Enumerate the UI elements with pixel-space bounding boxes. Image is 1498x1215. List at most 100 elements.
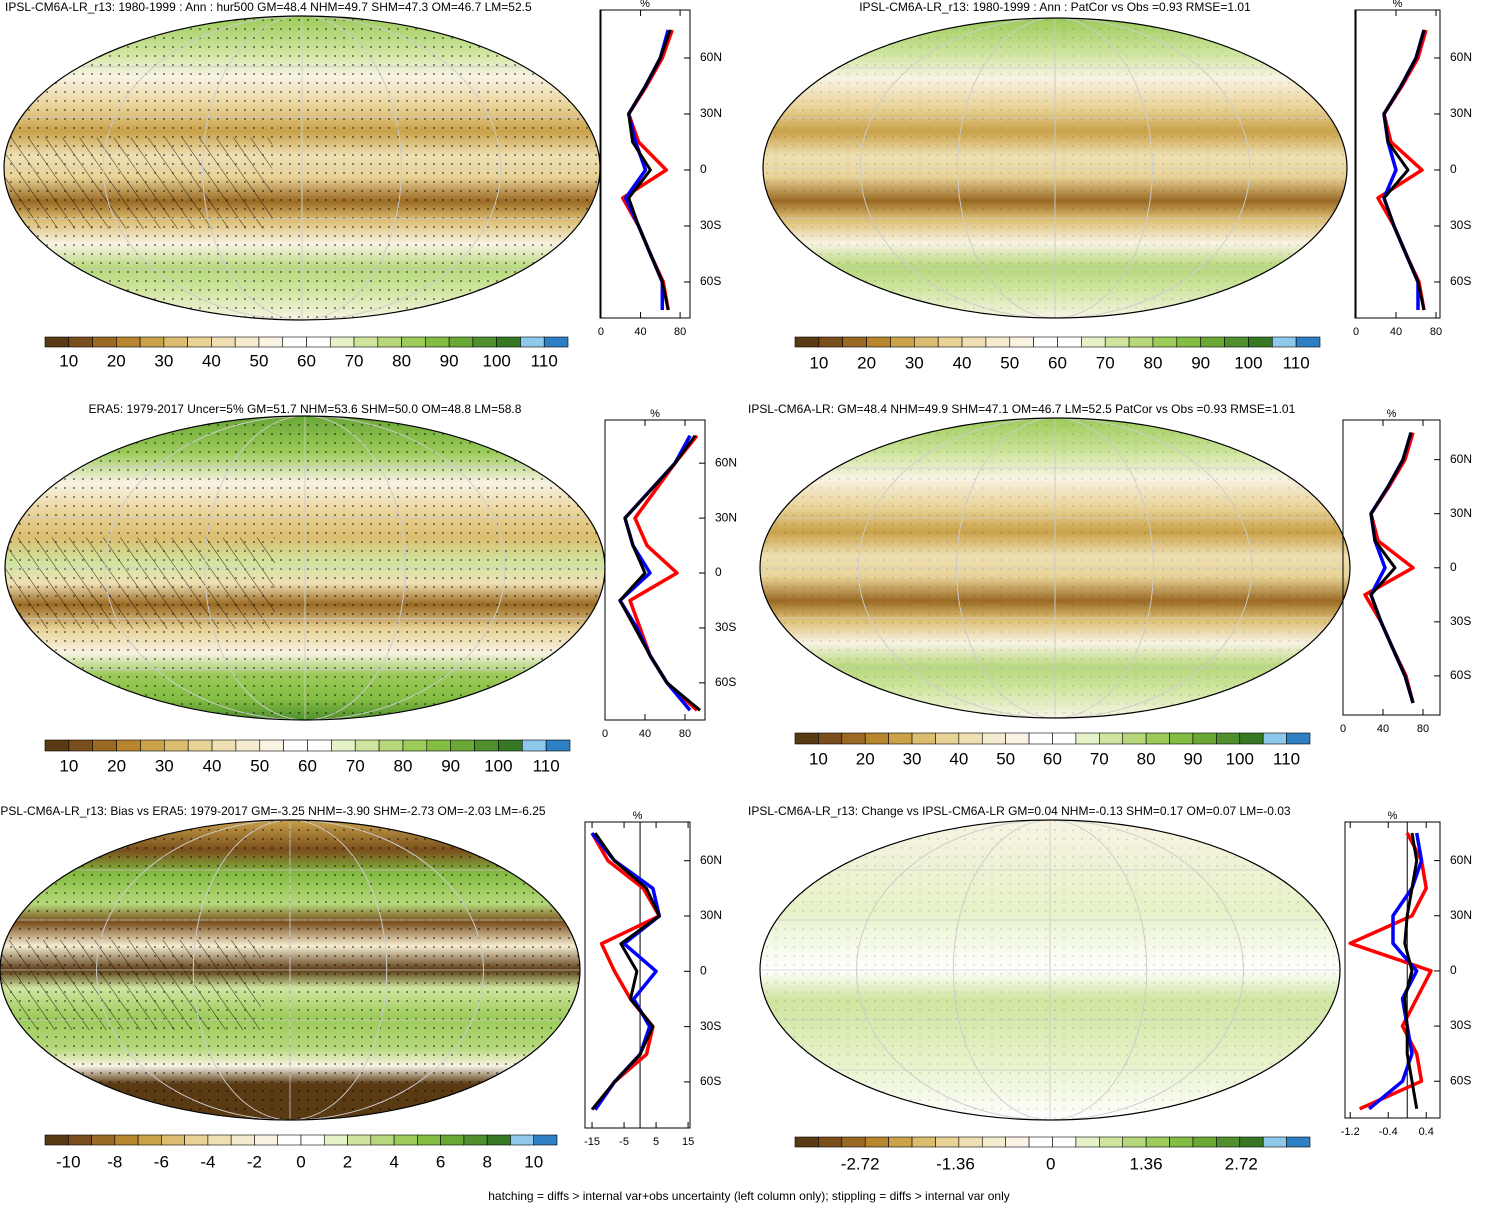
profile-line: [1371, 433, 1413, 703]
colorbar-swatch: [865, 1137, 888, 1147]
colorbar-label: 50: [996, 749, 1015, 768]
colorbar-swatch: [912, 1137, 935, 1147]
colorbar-swatch: [520, 337, 544, 347]
colorbar-label: 4: [389, 1152, 398, 1171]
panel-title: ERA5: 1979-2017 Uncer=5% GM=51.7 NHM=53.…: [89, 402, 522, 416]
colorbar-swatch: [427, 740, 451, 751]
colorbar-swatch: [68, 1135, 91, 1145]
colorbar-swatch: [534, 1135, 557, 1145]
colorbar-label: 10: [524, 1152, 543, 1171]
x-tick-label: 0.4: [1419, 1126, 1434, 1138]
y-tick-label: 60S: [1450, 668, 1471, 682]
colorbar-swatch: [331, 740, 355, 751]
y-tick-label: 60N: [1450, 853, 1472, 867]
colorbar-swatch: [283, 337, 307, 347]
colorbar-swatch: [938, 337, 962, 347]
colorbar-label: 110: [533, 756, 560, 775]
colorbar-swatch: [546, 740, 570, 751]
colorbar-label: 0: [296, 1152, 305, 1171]
x-tick-label: 40: [1390, 326, 1402, 338]
panel-title: IPSL-CM6A-LR: GM=48.4 NHM=49.9 SHM=47.1 …: [748, 402, 1296, 416]
colorbar-label: 10: [59, 351, 78, 370]
colorbar-label: -8: [107, 1152, 122, 1171]
profile-line: [1378, 30, 1426, 310]
x-tick-label: -1.2: [1341, 1126, 1360, 1138]
colorbar-swatch: [544, 337, 568, 347]
x-tick-label: -15: [584, 1136, 600, 1148]
y-tick-label: 30N: [700, 908, 722, 922]
hatching: [0, 940, 261, 1030]
colorbar-swatch: [1193, 733, 1216, 744]
colorbar-swatch: [93, 337, 117, 347]
colorbar-swatch: [1081, 337, 1105, 347]
colorbar-swatch: [1296, 337, 1320, 347]
colorbar-swatch: [935, 1137, 958, 1147]
colorbar-swatch: [403, 740, 427, 751]
hatching: [4, 138, 272, 229]
colorbar-swatch: [93, 740, 117, 751]
map: [5, 416, 605, 720]
colorbar-swatch: [889, 1137, 912, 1147]
x-tick-label: 0: [1353, 326, 1359, 338]
y-tick-label: 30S: [700, 218, 721, 232]
colorbar-swatch: [867, 337, 891, 347]
colorbar-swatch: [1272, 337, 1296, 347]
colorbar-swatch: [795, 1137, 818, 1147]
y-tick-label: 0: [700, 963, 707, 977]
colorbar-swatch: [417, 1135, 440, 1145]
colorbar-label: 110: [531, 351, 558, 370]
colorbar-label: 90: [441, 756, 460, 775]
colorbar-swatch: [116, 337, 140, 347]
colorbar-label: -1.36: [936, 1154, 975, 1173]
colorbar-swatch: [982, 1137, 1005, 1147]
colorbar-swatch: [379, 740, 403, 751]
colorbar-swatch: [1263, 1137, 1286, 1147]
profile-line: [1350, 833, 1431, 1109]
colorbar-swatch: [92, 1135, 115, 1145]
colorbar-swatch: [1105, 337, 1129, 347]
panel-title: IPSL-CM6A-LR_r13: 1980-1999 : Ann : PatC…: [859, 0, 1251, 14]
colorbar-label: -6: [154, 1152, 169, 1171]
colorbar-label: 60: [297, 351, 316, 370]
colorbar-swatch: [1177, 337, 1201, 347]
x-tick-label: 0: [1340, 723, 1346, 735]
y-tick-label: 30N: [1450, 506, 1472, 520]
colorbar-swatch: [1146, 1137, 1169, 1147]
colorbar-swatch: [208, 1135, 231, 1145]
colorbar-swatch: [1216, 1137, 1239, 1147]
profile-frame: [1355, 10, 1440, 318]
colorbar-swatch: [473, 337, 497, 347]
colorbar-swatch: [371, 1135, 394, 1145]
colorbar-swatch: [117, 740, 141, 751]
colorbar-swatch: [959, 733, 982, 744]
profile-line: [1384, 30, 1424, 310]
colorbar-swatch: [475, 740, 499, 751]
map: [4, 16, 600, 320]
colorbar-swatch: [140, 337, 164, 347]
colorbar-swatch: [1170, 1137, 1193, 1147]
profile-frame: [605, 420, 705, 720]
colorbar-swatch: [865, 733, 888, 744]
colorbar-label: 50: [249, 351, 268, 370]
colorbar-swatch: [402, 337, 426, 347]
colorbar-swatch: [330, 337, 354, 347]
colorbar-swatch: [842, 1137, 865, 1147]
colorbar-swatch: [441, 1135, 464, 1145]
y-tick-label: 60N: [1450, 50, 1472, 64]
colorbar-swatch: [1034, 337, 1058, 347]
colorbar-swatch: [818, 733, 841, 744]
y-tick-label: 60S: [715, 675, 736, 689]
x-tick-label: 80: [679, 728, 691, 740]
colorbar-label: 80: [392, 351, 411, 370]
y-tick-label: 30N: [1450, 106, 1472, 120]
colorbar-swatch: [1129, 337, 1153, 347]
colorbar-swatch: [1053, 1137, 1076, 1147]
colorbar-swatch: [161, 1135, 184, 1145]
colorbar-swatch: [115, 1135, 138, 1145]
colorbar-label: 8: [482, 1152, 491, 1171]
y-tick-label: 60S: [700, 1074, 721, 1088]
colorbar-swatch: [355, 740, 379, 751]
colorbar-swatch: [260, 740, 284, 751]
colorbar-label: 10: [809, 353, 828, 372]
